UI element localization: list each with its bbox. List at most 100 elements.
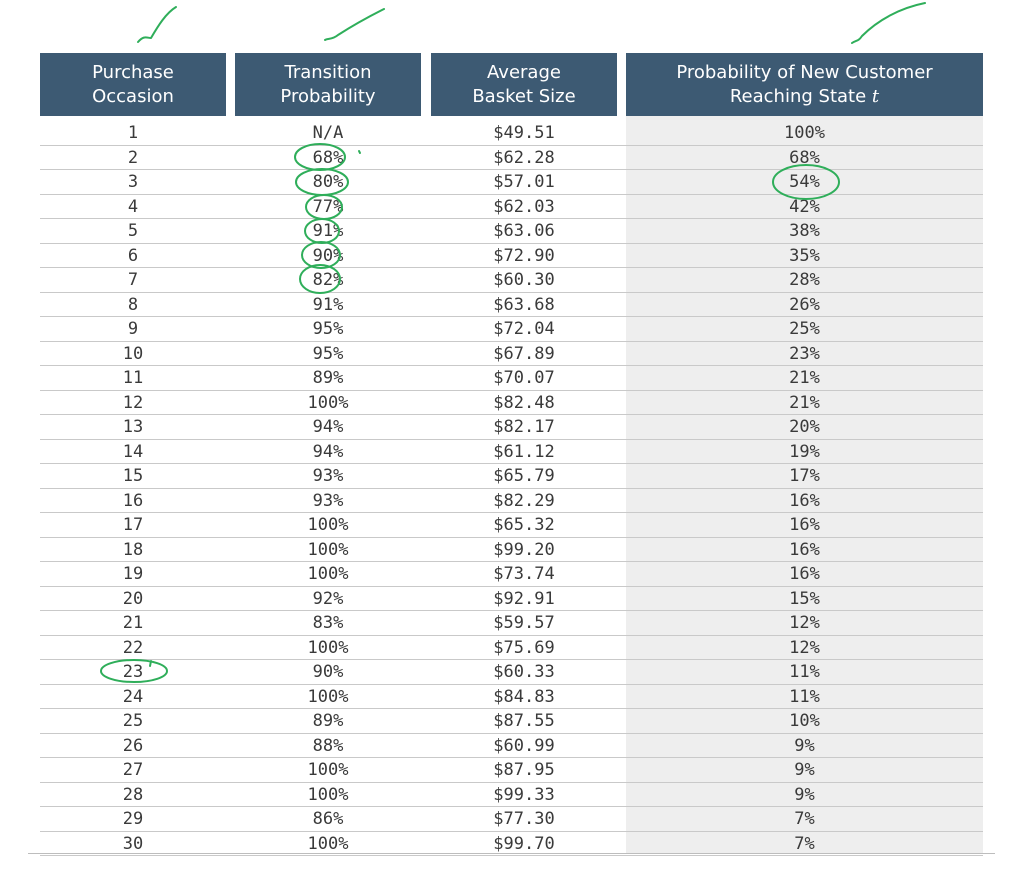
table-row: 7 82% $60.30 28% <box>40 268 983 293</box>
checkmark-icon <box>851 2 926 44</box>
cell-average-basket-size: $62.03 <box>493 196 555 217</box>
table-row: 19 100% $73.74 16% <box>40 562 983 587</box>
header-line: Occasion <box>92 85 174 107</box>
cell-probability-reaching-state: 11% <box>789 686 820 707</box>
cell-probability-reaching-state: 16% <box>789 515 820 535</box>
table-row: 6 90% $72.90 35% <box>40 244 983 268</box>
cell-probability-reaching-state: 9% <box>794 735 815 756</box>
header-purchase-occasion: Purchase Occasion <box>40 53 226 116</box>
table-row: 4 77% $62.03 42% <box>40 195 983 219</box>
cell-transition-probability: N/A <box>312 123 344 143</box>
table-row: 1 N/A $49.51 100% <box>40 121 983 146</box>
cell-average-basket-size: $84.83 <box>493 686 555 707</box>
header-line: Basket Size <box>472 85 576 107</box>
cell-average-basket-size: $82.17 <box>493 417 555 437</box>
cell-probability-reaching-state: 42% <box>789 196 820 217</box>
table-row: 29 86% $77.30 7% <box>40 807 983 832</box>
cell-transition-probability: 95% <box>312 343 344 364</box>
cell-transition-probability: 91% <box>312 294 344 315</box>
checkmark-icon <box>324 8 385 41</box>
table-row: 11 89% $70.07 21% <box>40 366 983 391</box>
cell-probability-reaching-state: 15% <box>789 588 820 609</box>
cell-transition-probability: 92% <box>312 588 344 609</box>
cell-average-basket-size: $75.69 <box>493 637 555 658</box>
cell-average-basket-size: $63.06 <box>493 221 555 241</box>
cell-average-basket-size: $57.01 <box>493 172 555 192</box>
table-row: 10 95% $67.89 23% <box>40 342 983 366</box>
cell-purchase-occasion: 7 <box>127 270 139 290</box>
cell-purchase-occasion: 4 <box>127 196 139 217</box>
cell-purchase-occasion: 27 <box>122 760 144 780</box>
cell-average-basket-size: $63.68 <box>493 294 555 315</box>
cell-purchase-occasion: 29 <box>122 809 144 829</box>
cell-purchase-occasion: 18 <box>122 539 144 560</box>
cell-purchase-occasion: 10 <box>122 343 144 364</box>
cell-transition-probability: 94% <box>312 417 344 437</box>
cell-transition-probability: 82% <box>312 270 344 290</box>
cell-transition-probability: 80% <box>312 172 344 192</box>
cell-probability-reaching-state: 16% <box>789 539 820 560</box>
cell-transition-probability: 89% <box>312 711 344 731</box>
cell-transition-probability: 94% <box>312 441 344 462</box>
cell-purchase-occasion: 20 <box>122 588 144 609</box>
cell-average-basket-size: $60.30 <box>493 270 555 290</box>
cell-average-basket-size: $99.70 <box>493 833 555 854</box>
cell-transition-probability: 100% <box>307 784 349 805</box>
table-row: 2 68% $62.28 68% <box>40 146 983 170</box>
cell-purchase-occasion: 2 <box>127 147 139 168</box>
cell-average-basket-size: $87.95 <box>493 760 555 780</box>
cell-probability-reaching-state: 9% <box>794 760 815 780</box>
header-line: Reaching State t <box>730 85 879 109</box>
cell-probability-reaching-state: 17% <box>789 466 820 486</box>
checkmark-icon <box>137 6 177 43</box>
highlighted-column-background <box>626 116 983 854</box>
cell-purchase-occasion: 14 <box>122 441 144 462</box>
cell-probability-reaching-state: 25% <box>789 319 820 339</box>
cell-purchase-occasion: 23 <box>122 662 144 682</box>
cell-probability-reaching-state: 19% <box>789 441 820 462</box>
table-row: 30 100% $99.70 7% <box>40 832 983 856</box>
header-transition-probability: Transition Probability <box>235 53 421 116</box>
cell-average-basket-size: $72.90 <box>493 245 555 266</box>
cell-transition-probability: 100% <box>307 539 349 560</box>
table-row: 18 100% $99.20 16% <box>40 538 983 562</box>
cell-purchase-occasion: 9 <box>127 319 139 339</box>
cell-average-basket-size: $59.57 <box>493 613 555 633</box>
cell-probability-reaching-state: 23% <box>789 343 820 364</box>
cell-purchase-occasion: 22 <box>122 637 144 658</box>
cell-probability-reaching-state: 16% <box>789 490 820 511</box>
cell-purchase-occasion: 16 <box>122 490 144 511</box>
cell-average-basket-size: $92.91 <box>493 588 555 609</box>
cell-average-basket-size: $73.74 <box>493 564 555 584</box>
table-row: 13 94% $82.17 20% <box>40 415 983 440</box>
cell-purchase-occasion: 5 <box>127 221 139 241</box>
cell-probability-reaching-state: 20% <box>789 417 820 437</box>
cell-transition-probability: 90% <box>312 245 344 266</box>
cell-average-basket-size: $65.32 <box>493 515 555 535</box>
cell-average-basket-size: $65.79 <box>493 466 555 486</box>
header-line: Purchase <box>92 61 174 83</box>
cell-purchase-occasion: 11 <box>122 368 144 388</box>
cell-purchase-occasion: 28 <box>122 784 144 805</box>
cell-probability-reaching-state: 12% <box>789 637 820 658</box>
cell-transition-probability: 77% <box>312 196 344 217</box>
cell-average-basket-size: $99.33 <box>493 784 555 805</box>
table-row: 22 100% $75.69 12% <box>40 636 983 660</box>
cell-average-basket-size: $61.12 <box>493 441 555 462</box>
cell-purchase-occasion: 3 <box>127 172 139 192</box>
cell-transition-probability: 100% <box>307 686 349 707</box>
header-probability-reaching-state: Probability of New Customer Reaching Sta… <box>626 53 983 116</box>
cell-transition-probability: 100% <box>307 564 349 584</box>
cell-transition-probability: 100% <box>307 392 349 413</box>
cell-probability-reaching-state: 21% <box>789 392 820 413</box>
cell-probability-reaching-state: 16% <box>789 564 820 584</box>
table-row: 12 100% $82.48 21% <box>40 391 983 415</box>
state-variable: t <box>871 85 880 107</box>
cell-probability-reaching-state: 35% <box>789 245 820 266</box>
cell-transition-probability: 88% <box>312 735 344 756</box>
table-row: 28 100% $99.33 9% <box>40 783 983 807</box>
cell-purchase-occasion: 30 <box>122 833 144 854</box>
header-line: Probability of New Customer <box>676 61 933 83</box>
cell-average-basket-size: $99.20 <box>493 539 555 560</box>
